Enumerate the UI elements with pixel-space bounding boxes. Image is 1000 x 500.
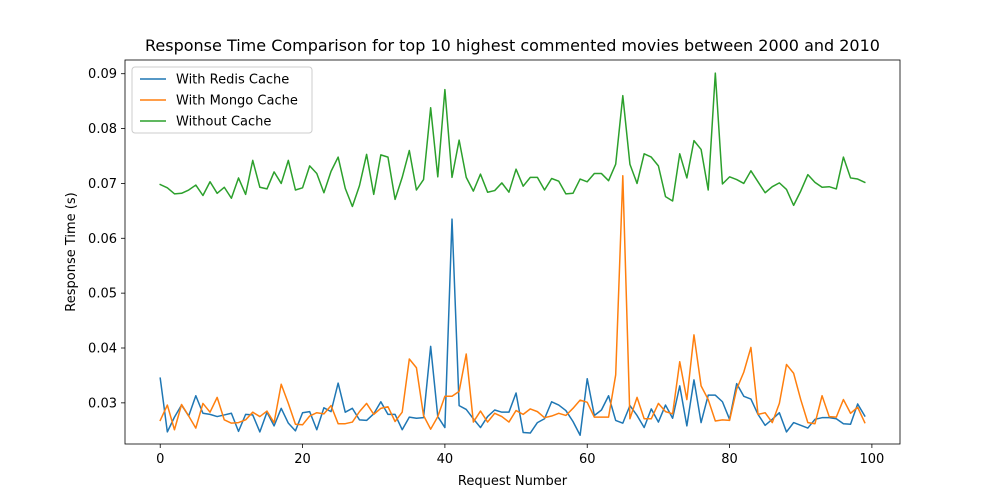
x-tick-label: 100 [859, 452, 884, 467]
series-layer [159, 72, 866, 436]
x-axis-title: Request Number [458, 474, 568, 489]
series-line-0 [159, 218, 866, 436]
legend-label-0: With Redis Cache [176, 73, 289, 88]
y-tick-label: 0.08 [88, 122, 117, 137]
series-line-1 [159, 175, 866, 431]
x-tick-label: 0 [156, 452, 164, 467]
chart-title: Response Time Comparison for top 10 high… [145, 36, 880, 55]
series-line-2 [159, 72, 866, 208]
y-axis: 0.03 0.04 0.05 0.06 0.07 0.08 0.09 [88, 67, 125, 411]
y-tick-label: 0.03 [88, 396, 117, 411]
y-axis-title: Response Time (s) [64, 192, 79, 311]
x-tick-label: 60 [579, 452, 596, 467]
legend-label-2: Without Cache [176, 115, 271, 130]
y-tick-label: 0.07 [88, 177, 117, 192]
legend-box [131, 66, 313, 134]
y-tick-label: 0.05 [88, 287, 117, 302]
y-tick-label: 0.06 [88, 232, 117, 247]
x-tick-label: 20 [294, 452, 311, 467]
plot-frame [124, 59, 901, 445]
legend: With Redis Cache With Mongo Cache Without … [131, 66, 313, 134]
x-axis: 0 20 40 60 80 100 [156, 444, 884, 467]
legend-label-1: With Mongo Cache [176, 94, 298, 109]
y-tick-label: 0.09 [88, 67, 117, 82]
x-tick-label: 80 [721, 452, 738, 467]
y-tick-label: 0.04 [88, 342, 117, 357]
x-tick-label: 40 [437, 452, 454, 467]
